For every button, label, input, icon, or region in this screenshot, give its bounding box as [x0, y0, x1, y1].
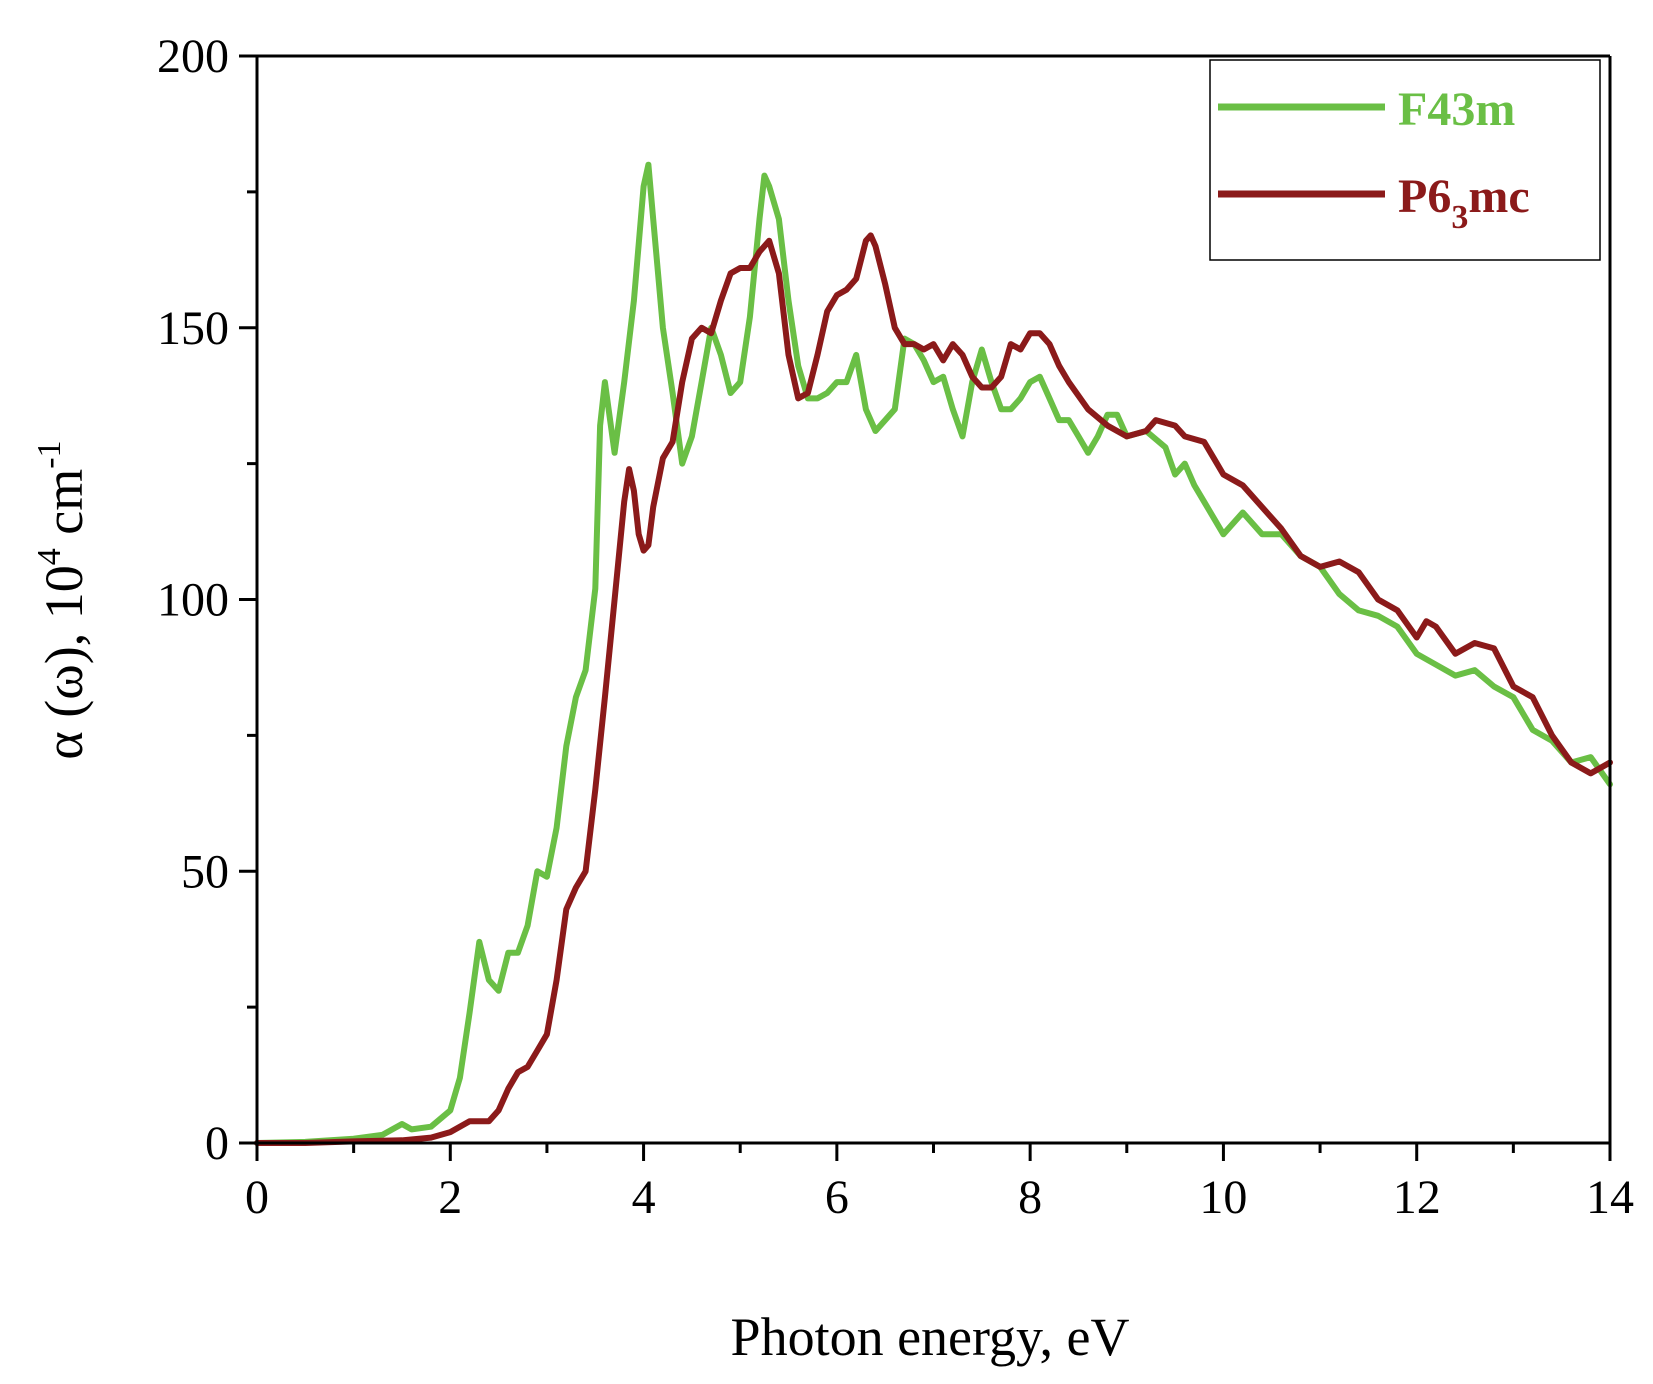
legend-box: [1209, 59, 1601, 261]
series-layer: [254, 161, 1613, 1146]
y-axis-label-unit-sup: -1: [31, 440, 68, 468]
x-tick-label: 2: [438, 1171, 462, 1224]
y-tick-label: 50: [181, 845, 229, 898]
y-axis-label-unit: cm: [34, 469, 94, 548]
y-tick-label: 100: [157, 574, 229, 627]
x-tick-label: 8: [1018, 1171, 1042, 1224]
legend: F43m P63mc: [1209, 59, 1601, 261]
x-tick-label: 10: [1199, 1171, 1247, 1224]
legend-label-p63mc-tail: mc: [1468, 170, 1529, 223]
x-tick-label: 6: [825, 1171, 849, 1224]
y-axis-label-prefix: α (ω), 10: [34, 565, 94, 759]
legend-label-p63mc: P63mc: [1398, 170, 1530, 236]
y-tick-label: 0: [205, 1117, 229, 1170]
x-axis-label: Photon energy, eV: [731, 1307, 1130, 1367]
legend-label-f43m-main: F43m: [1398, 83, 1515, 136]
x-tick-label: 0: [245, 1171, 269, 1224]
x-tick-label: 12: [1393, 1171, 1441, 1224]
y-axis-label: α (ω), 104 cm-1: [31, 440, 94, 759]
legend-label-f43m: F43m: [1398, 83, 1515, 136]
x-tick-label: 14: [1586, 1171, 1634, 1224]
legend-label-p63mc-main: P6: [1398, 170, 1451, 223]
y-axis-label-sup: 4: [31, 548, 68, 565]
ticks-layer: 0 2 4 6 8 10 12 14 0 50 100 150 200: [157, 30, 1634, 1224]
y-tick-label: 150: [157, 302, 229, 355]
legend-label-p63mc-sub: 3: [1451, 199, 1468, 236]
y-tick-label: 200: [157, 30, 229, 83]
series-line-p63mc: [254, 232, 1613, 1146]
series-line-f43m: [254, 161, 1613, 1146]
x-tick-label: 4: [632, 1171, 656, 1224]
